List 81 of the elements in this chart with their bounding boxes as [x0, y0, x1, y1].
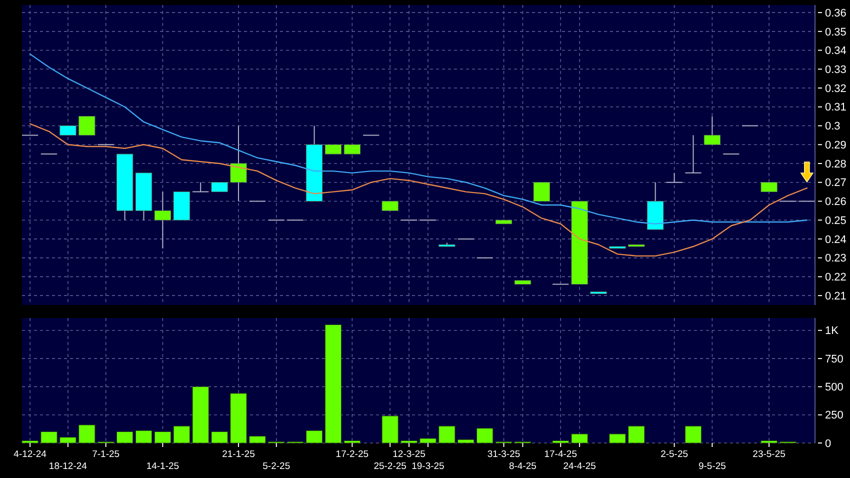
bar [344, 440, 360, 444]
y-tick-label: 0.31 [825, 102, 846, 114]
candlestick [533, 182, 550, 202]
candlestick [192, 182, 210, 192]
y-tick-label: 0.3 [825, 120, 840, 133]
bar [609, 434, 626, 444]
y-tick-label: 0.24 [825, 234, 846, 246]
line-series [29, 123, 808, 257]
y-tick-label: 0 [825, 438, 832, 450]
candlestick [704, 116, 721, 146]
x-tick-label: 14-1-25 [146, 461, 180, 472]
y-tick-label: 0.26 [825, 196, 846, 208]
candlestick [230, 125, 247, 202]
bar [192, 386, 209, 444]
bar [382, 416, 398, 444]
y-tick-label: 250 [825, 410, 844, 422]
x-tick-label: 4-12-24 [14, 449, 46, 460]
x-tick-label: 9-5-25 [698, 461, 726, 472]
bar [458, 439, 474, 444]
y-tick-label: 0.28 [825, 158, 846, 170]
y-tick-label: 0.36 [825, 7, 846, 20]
x-tick-label: 12-3-25 [392, 449, 426, 460]
bar [154, 431, 171, 444]
line-series [29, 53, 808, 224]
y-tick-label: 0.32 [825, 82, 846, 95]
y-tick-label: 0.21 [825, 290, 846, 302]
bar [249, 436, 266, 444]
bar [211, 431, 228, 444]
y-tick-label: 0.29 [825, 139, 846, 152]
bar [40, 431, 58, 444]
x-tick-label: 19-3-25 [412, 461, 444, 472]
bar [760, 440, 778, 444]
candlestick [666, 172, 683, 183]
bar [400, 440, 418, 444]
candlestick [760, 182, 778, 192]
x-tick-label: 24-4-25 [563, 461, 596, 472]
y-tick-label: 0.27 [825, 177, 846, 190]
bar [306, 430, 323, 444]
x-tick-label: 17-2-25 [336, 449, 369, 460]
y-tick-label: 0.35 [825, 26, 846, 38]
x-tick-label: 18-12-24 [48, 461, 87, 472]
y-tick-label: 0.25 [825, 214, 846, 227]
bar [22, 440, 38, 444]
candlestick [211, 182, 228, 192]
candlestick [60, 126, 76, 136]
bar [420, 438, 436, 444]
bar [78, 424, 96, 444]
x-tick-label: 5-2-25 [262, 461, 290, 472]
bar [552, 440, 569, 444]
x-tick-label: 8-4-25 [508, 461, 536, 472]
x-tick-label: 7-1-25 [92, 449, 120, 460]
x-tick-label: 2-5-25 [660, 449, 688, 460]
bar [116, 431, 134, 444]
y-tick-label: 0.34 [825, 45, 846, 58]
candlestick [78, 116, 96, 136]
candlestick [344, 144, 360, 155]
bar [628, 426, 645, 444]
bar [476, 428, 494, 444]
x-tick-label: 17-4-25 [544, 449, 577, 460]
bar [60, 437, 76, 444]
x-tick-label: 21-1-25 [222, 449, 255, 460]
y-tick-label: 0.22 [825, 272, 846, 284]
x-tick-label: 25-2-25 [374, 461, 406, 472]
bar [571, 434, 588, 444]
y-tick-label: 0.23 [825, 252, 846, 265]
y-tick-label: 500 [825, 382, 844, 394]
bar [324, 324, 342, 444]
x-tick-label: 23-5-25 [752, 449, 786, 460]
bar [173, 426, 190, 444]
bar [135, 430, 152, 444]
bar [438, 426, 456, 444]
bar [684, 426, 702, 444]
bar [230, 393, 247, 444]
y-tick-label: 750 [825, 353, 844, 366]
y-tick-label: 1K [825, 325, 840, 338]
candlestick [324, 144, 342, 155]
x-tick-label: 31-3-25 [487, 449, 520, 460]
candlestick [154, 191, 171, 249]
y-tick-label: 0.33 [825, 64, 846, 76]
candlestick [382, 200, 398, 211]
candlestick [684, 134, 702, 174]
